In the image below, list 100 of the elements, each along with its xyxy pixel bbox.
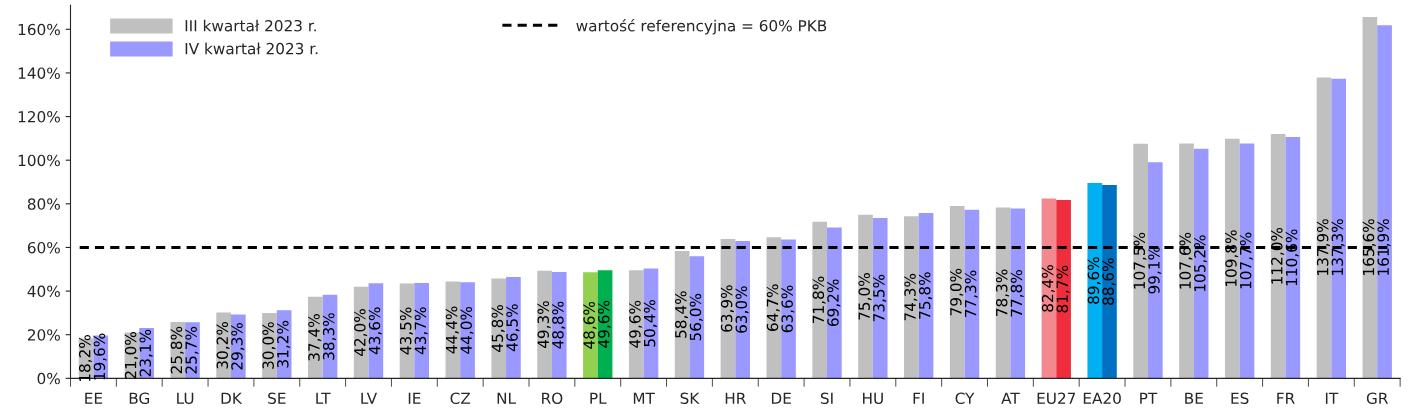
data-label: 107,5% — [1133, 232, 1147, 289]
x-tick-label: RO — [542, 392, 563, 405]
legend-label: wartość referencyjna = 60% PKB — [576, 19, 827, 35]
data-label: 49,3% — [537, 301, 551, 349]
y-tick-label: 160% — [18, 23, 60, 36]
bar — [781, 239, 796, 379]
data-label: 58,4% — [675, 291, 689, 338]
y-tick-label: 80% — [27, 198, 60, 210]
x-tick-label: SE — [268, 392, 286, 405]
data-label: 38,3% — [322, 313, 336, 360]
x-tick-label: DE — [771, 392, 791, 404]
data-label: 30,0% — [262, 322, 276, 369]
bar — [506, 276, 521, 379]
y-tick-label: 100% — [18, 154, 60, 167]
bar — [414, 283, 430, 379]
data-label: 48,6% — [583, 301, 597, 349]
x-tick-label: IE — [408, 392, 421, 404]
data-label: 79,0% — [950, 268, 964, 316]
x-tick-label: BE — [1185, 392, 1203, 404]
bar — [551, 271, 567, 379]
data-label: 19,6% — [93, 333, 107, 380]
bar — [812, 221, 828, 379]
x-tick-label: NL — [497, 392, 516, 404]
y-tick-label: 60% — [27, 241, 60, 254]
bar — [1331, 78, 1347, 379]
data-label: 43,7% — [414, 307, 428, 355]
data-label: 63,9% — [720, 285, 734, 332]
x-tick-label: PL — [590, 392, 607, 404]
data-label: 30,2% — [216, 321, 230, 369]
data-label: 18,2% — [78, 335, 93, 382]
x-tick-label: IT — [1325, 392, 1339, 404]
bar — [735, 240, 750, 379]
bar — [1087, 182, 1103, 379]
data-label: 45,8% — [491, 304, 505, 352]
x-tick-label: SI — [820, 392, 833, 405]
data-label: 37,4% — [308, 314, 322, 361]
bar — [872, 218, 888, 379]
data-label: 56,0% — [689, 293, 703, 341]
data-label: 112,0% — [1271, 227, 1285, 284]
data-label: 48,8% — [552, 301, 566, 349]
bar — [1056, 200, 1071, 379]
x-tick-label: MT — [633, 392, 655, 404]
data-label: 31,2% — [277, 320, 291, 368]
data-label: 71,8% — [812, 276, 826, 324]
data-label: 43,6% — [368, 307, 382, 355]
data-label: 69,2% — [827, 279, 841, 327]
x-tick-label: AT — [1001, 392, 1020, 404]
bar — [904, 216, 919, 379]
x-tick-label: LV — [361, 392, 378, 404]
data-label: 43,5% — [399, 307, 414, 355]
bar — [1377, 25, 1392, 379]
x-tick-label: LT — [316, 392, 331, 404]
data-label: 78,3% — [995, 269, 1010, 316]
data-label: 25,7% — [185, 326, 199, 374]
data-label: 89,6% — [1087, 257, 1101, 304]
y-tick-label: 40% — [27, 285, 60, 298]
bar — [1102, 185, 1117, 379]
bar — [1239, 143, 1255, 379]
data-label: 75,8% — [918, 272, 933, 319]
x-tick-label: CY — [955, 392, 975, 405]
bar — [689, 256, 705, 379]
data-label: 21,0% — [124, 332, 138, 379]
x-tick-label: EE — [85, 392, 103, 404]
bar — [460, 282, 475, 379]
x-tick-label: SK — [680, 392, 700, 405]
y-tick-label: 20% — [27, 329, 60, 341]
x-tick-label: FR — [1277, 392, 1295, 404]
data-label: 73,5% — [873, 274, 887, 322]
data-label: 74,3% — [904, 273, 918, 321]
data-label: 44,4% — [445, 306, 459, 354]
data-label: 64,7% — [766, 284, 780, 331]
x-tick-label: BG — [129, 392, 150, 405]
data-label: 82,4% — [1041, 265, 1055, 312]
x-tick-label: FI — [913, 392, 924, 404]
x-tick-label: PT — [1140, 392, 1158, 404]
bar — [1133, 143, 1148, 379]
bar — [353, 286, 369, 379]
bar — [1285, 137, 1301, 379]
x-tick-label: DK — [221, 392, 243, 404]
bar — [628, 270, 644, 379]
data-label: 49,6% — [597, 300, 612, 348]
x-tick-label: ES — [1231, 392, 1249, 405]
y-tick-label: 120% — [18, 111, 60, 123]
bar — [537, 270, 552, 379]
data-label: 107,7% — [1239, 232, 1253, 289]
bar — [583, 272, 598, 379]
data-label: 63,0% — [735, 286, 749, 333]
x-tick-label: CZ — [450, 392, 471, 405]
data-label: 63,6% — [781, 285, 795, 333]
bar — [827, 227, 842, 379]
data-label: 44,0% — [460, 306, 474, 354]
bar — [1362, 17, 1378, 379]
bar — [1179, 143, 1194, 379]
bar — [1010, 208, 1026, 379]
data-label: 29,3% — [231, 322, 245, 370]
bar — [1316, 77, 1332, 379]
data-label: 161,9% — [1377, 219, 1391, 275]
y-tick-label: 0% — [37, 372, 60, 385]
data-label: 105,2% — [1194, 235, 1208, 292]
data-label: 77,8% — [1010, 270, 1024, 317]
